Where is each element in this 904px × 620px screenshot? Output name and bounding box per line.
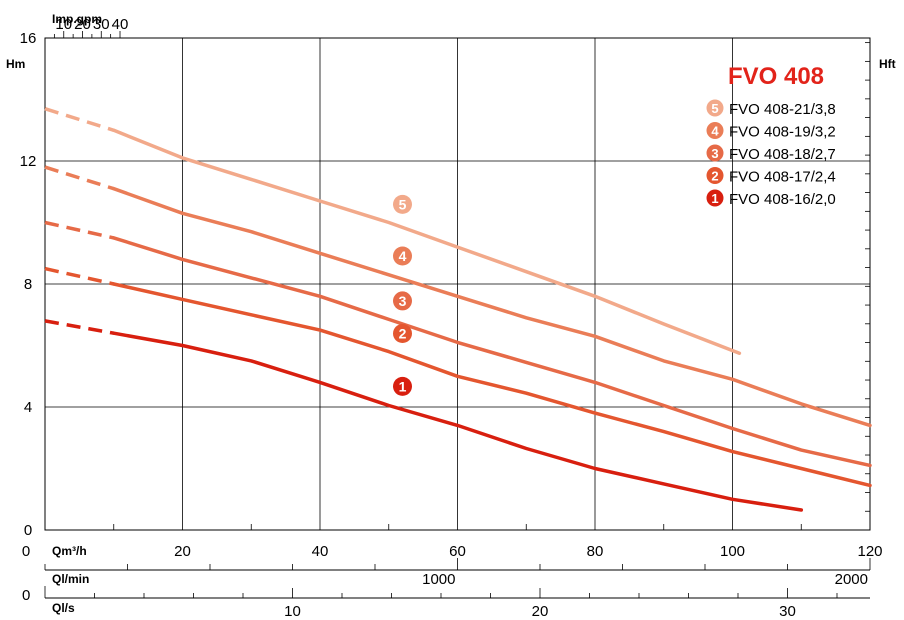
y-tick-label: 0 (24, 522, 32, 539)
legend-label: FVO 408-21/3,8 (729, 101, 836, 118)
badge-circle (393, 376, 412, 396)
axis2-tick-label: 1000 (422, 571, 455, 588)
legend-badge (706, 189, 724, 207)
legend-item-3: 3 FVO 408-18/2,7 (706, 144, 836, 163)
y-tick-label: 4 (24, 399, 32, 416)
curve-2 (112, 282, 872, 488)
curve-badge-2: 2 (393, 324, 412, 344)
curve-badges: 5 4 3 2 1 (393, 194, 412, 396)
x-tick-label: 100 (720, 543, 745, 560)
top-tick-label: 40 (112, 16, 129, 33)
badge-circle (393, 324, 412, 344)
legend-badge-number: 2 (711, 169, 718, 184)
curve-badge-3: 3 (393, 291, 412, 311)
curve-5 (112, 128, 742, 355)
badge-number: 3 (399, 293, 407, 309)
legend-badge (706, 167, 724, 184)
legend-item-2: 2 FVO 408-17/2,4 (706, 167, 836, 186)
performance-curves (44, 107, 872, 512)
legend-label: FVO 408-17/2,4 (729, 169, 836, 186)
x-tick-label: 60 (449, 543, 466, 560)
curve-dashed-2 (44, 266, 115, 286)
axis3-label: Ql/s (52, 601, 75, 615)
legend-badge (706, 99, 724, 117)
legend-badge-number: 3 (711, 146, 718, 161)
legend-label: FVO 408-18/2,7 (729, 146, 836, 163)
axis2-tick-label: 2000 (835, 571, 868, 588)
x-tick-label: 40 (312, 543, 329, 560)
axis3-tick-label: 30 (779, 603, 796, 620)
axis3-zero-label: 0 (22, 587, 30, 604)
curve-badge-1: 1 (393, 376, 412, 396)
axis3-tick-label: 20 (532, 603, 549, 620)
right-unit-label: Hft (879, 57, 896, 71)
y-tick-label: 8 (24, 276, 32, 293)
curve-dashed-5 (44, 107, 115, 132)
legend-badge-number: 5 (711, 101, 718, 116)
legend-item-5: 5 FVO 408-21/3,8 (706, 99, 836, 118)
y-tick-label: 12 (20, 153, 37, 170)
badge-number: 4 (399, 248, 407, 264)
x-axis-label: Qm³/h (52, 544, 87, 558)
x-tick-label: 20 (174, 543, 191, 560)
top-tick-label: 10 (55, 16, 72, 33)
legend-badge-number: 1 (711, 191, 718, 206)
legend-label: FVO 408-19/3,2 (729, 124, 836, 141)
curve-dashed-4 (44, 165, 115, 191)
badge-circle (393, 246, 412, 266)
badge-circle (393, 194, 412, 214)
legend-label: FVO 408-16/2,0 (729, 191, 836, 208)
y-tick-label: 16 (20, 30, 37, 47)
curve-dashed-3 (44, 220, 115, 240)
axis2-label: Ql/min (52, 572, 89, 586)
legend-badge-number: 4 (711, 124, 719, 139)
curve-dashed-1 (44, 319, 115, 335)
chart-title: FVO 408 (728, 63, 824, 90)
legend-badge (706, 122, 724, 139)
legend-badge (706, 144, 724, 162)
axis3-tick-label: 10 (284, 603, 301, 620)
curve-3 (112, 236, 872, 468)
curve-4 (112, 186, 872, 428)
curve-1 (112, 331, 804, 512)
chart-legend: 5 FVO 408-21/3,8 4 FVO 408-19/3,2 3 FVO 408-1… (706, 99, 836, 208)
legend-item-1: 1 FVO 408-16/2,0 (706, 189, 836, 208)
curve-badge-5: 5 (393, 194, 412, 214)
x-tick-label: 0 (22, 543, 30, 560)
top-tick-label: 20 (74, 16, 91, 33)
badge-number: 5 (399, 196, 407, 212)
left-unit-label: Hm (6, 57, 25, 71)
top-tick-label: 30 (93, 16, 110, 33)
x-tick-label: 80 (587, 543, 604, 560)
badge-number: 1 (399, 378, 407, 394)
curve-badge-4: 4 (393, 246, 412, 266)
legend-item-4: 4 FVO 408-19/3,2 (706, 122, 836, 141)
x-tick-label: 120 (857, 543, 882, 560)
badge-circle (393, 291, 412, 311)
top-axis-label: Imp.gpm (52, 12, 102, 26)
badge-number: 2 (399, 326, 407, 342)
